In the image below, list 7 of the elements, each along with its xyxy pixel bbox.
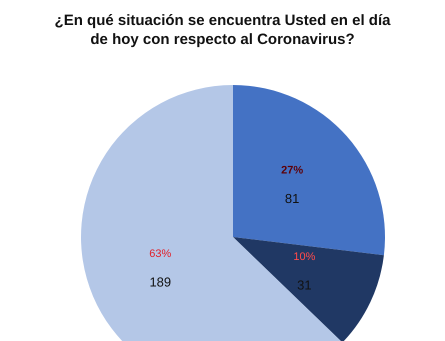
text: 10% — [293, 250, 316, 263]
data-label: 81 — [284, 191, 300, 206]
data-label: 31 — [297, 277, 312, 292]
text: 27% — [281, 164, 304, 177]
text: 63% — [149, 248, 172, 260]
data-label: 189 — [149, 274, 172, 290]
chart-title: ¿En qué situación se encuentra Usted en el día de hoy con respecto al Coronavirus? — [54, 12, 392, 48]
